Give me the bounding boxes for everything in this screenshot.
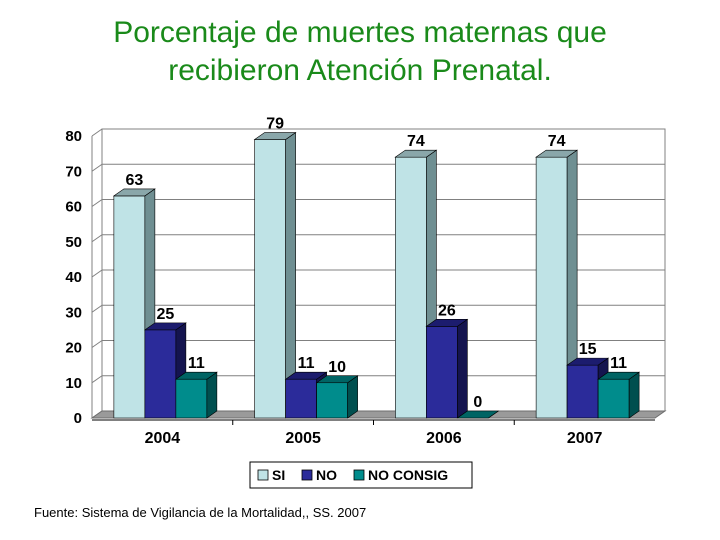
x-tick-label: 2007 xyxy=(567,430,603,447)
data-label: 74 xyxy=(548,133,566,150)
legend-swatch xyxy=(301,469,313,481)
bar-top xyxy=(174,371,218,380)
gridline-diagonal xyxy=(91,304,103,313)
legend-swatch xyxy=(353,469,365,481)
bar-front xyxy=(113,195,146,419)
y-tick-label: 40 xyxy=(65,269,82,286)
bar-side xyxy=(347,375,358,419)
bar-top xyxy=(394,149,438,158)
bar-front xyxy=(597,378,630,419)
y-tick-label: 10 xyxy=(65,375,82,392)
data-label: 10 xyxy=(328,359,346,376)
x-tick-label: 2004 xyxy=(145,430,181,447)
data-label: 11 xyxy=(298,355,315,372)
chart-title: Porcentaje de muertes maternas que recib… xyxy=(0,14,720,90)
y-tick-label: 0 xyxy=(74,410,82,427)
legend-label: NO CONSIG xyxy=(368,467,448,483)
bar-side xyxy=(457,318,468,419)
gridline-diagonal xyxy=(91,128,103,137)
y-tick-label: 50 xyxy=(65,234,82,251)
gridline-diagonal xyxy=(91,269,103,278)
y-tick-label: 80 xyxy=(65,128,82,145)
y-tick-label: 70 xyxy=(65,163,82,180)
data-label: 0 xyxy=(473,394,482,411)
bar-front xyxy=(254,139,286,419)
y-tick-label: 30 xyxy=(65,304,82,321)
gridline-diagonal xyxy=(91,234,103,243)
data-label: 11 xyxy=(610,355,627,372)
gridline-diagonal xyxy=(91,340,103,348)
bar-top xyxy=(566,357,610,366)
bar-top xyxy=(112,188,156,197)
bar-side xyxy=(628,371,640,419)
legend-label: NO xyxy=(316,467,337,483)
legend xyxy=(249,461,473,489)
data-label: 25 xyxy=(156,306,174,323)
data-label: 79 xyxy=(266,116,284,133)
y-tick-label: 20 xyxy=(65,340,82,357)
x-tick-label: 2005 xyxy=(285,430,321,447)
data-label: 15 xyxy=(579,341,597,358)
bar-front xyxy=(535,156,568,419)
gridline-diagonal xyxy=(91,375,103,384)
bar-front xyxy=(144,329,177,419)
bar-top xyxy=(143,322,187,331)
bar-top xyxy=(425,319,469,327)
data-label: 63 xyxy=(125,172,143,189)
x-tick-label: 2006 xyxy=(426,430,462,447)
bar-front xyxy=(395,156,427,419)
bar-front xyxy=(566,364,599,419)
title-line-2: recibieron Atención Prenatal. xyxy=(168,54,552,87)
gridline-diagonal xyxy=(91,199,103,207)
bar-top xyxy=(456,410,500,419)
bar-top xyxy=(597,371,641,380)
bar-front xyxy=(426,326,458,419)
bar-front xyxy=(316,382,348,419)
y-tick-label: 60 xyxy=(65,199,82,216)
data-label: 11 xyxy=(188,355,205,372)
bar-top xyxy=(315,375,359,384)
bar-side xyxy=(206,371,218,419)
bar-top xyxy=(535,149,579,158)
bar-top xyxy=(253,132,297,140)
bar-front xyxy=(285,378,317,419)
data-label: 26 xyxy=(438,302,456,319)
gridline-diagonal xyxy=(91,163,103,172)
source-note: Fuente: Sistema de Vigilancia de la Mort… xyxy=(34,505,367,520)
bar-top xyxy=(284,371,328,380)
data-label: 74 xyxy=(407,133,425,150)
title-line-1: Porcentaje de muertes maternas que xyxy=(113,16,607,49)
bar-front xyxy=(175,378,208,419)
legend-swatch xyxy=(257,469,269,481)
legend-label: SI xyxy=(272,467,285,483)
